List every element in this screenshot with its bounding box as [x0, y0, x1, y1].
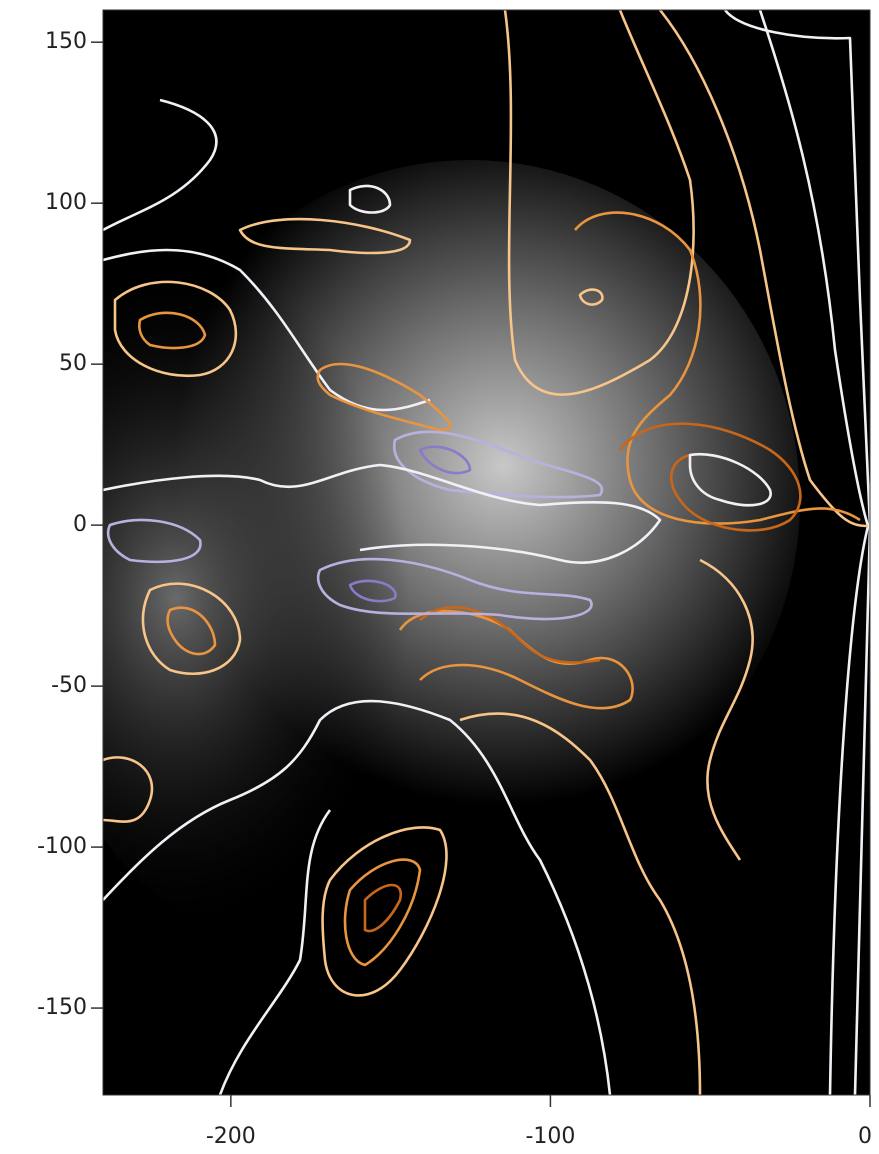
- chart: -150 -100 -50 0 50 100 150 -200 -100 0: [0, 0, 879, 1154]
- y-tick-label: -150: [37, 995, 87, 1020]
- x-tick-label: -200: [206, 1124, 256, 1149]
- y-tick-label: 0: [73, 512, 87, 537]
- y-tick-label: 100: [45, 190, 87, 215]
- y-tick-label: 150: [45, 29, 87, 54]
- plot-area: [20, 10, 870, 1095]
- y-tick-label: -50: [51, 673, 87, 698]
- density-glow: [20, 180, 540, 940]
- y-tick-label: -100: [37, 834, 87, 859]
- x-tick-label: 0: [858, 1124, 872, 1149]
- x-tick-label: -100: [525, 1124, 575, 1149]
- y-tick-label: 50: [59, 351, 87, 376]
